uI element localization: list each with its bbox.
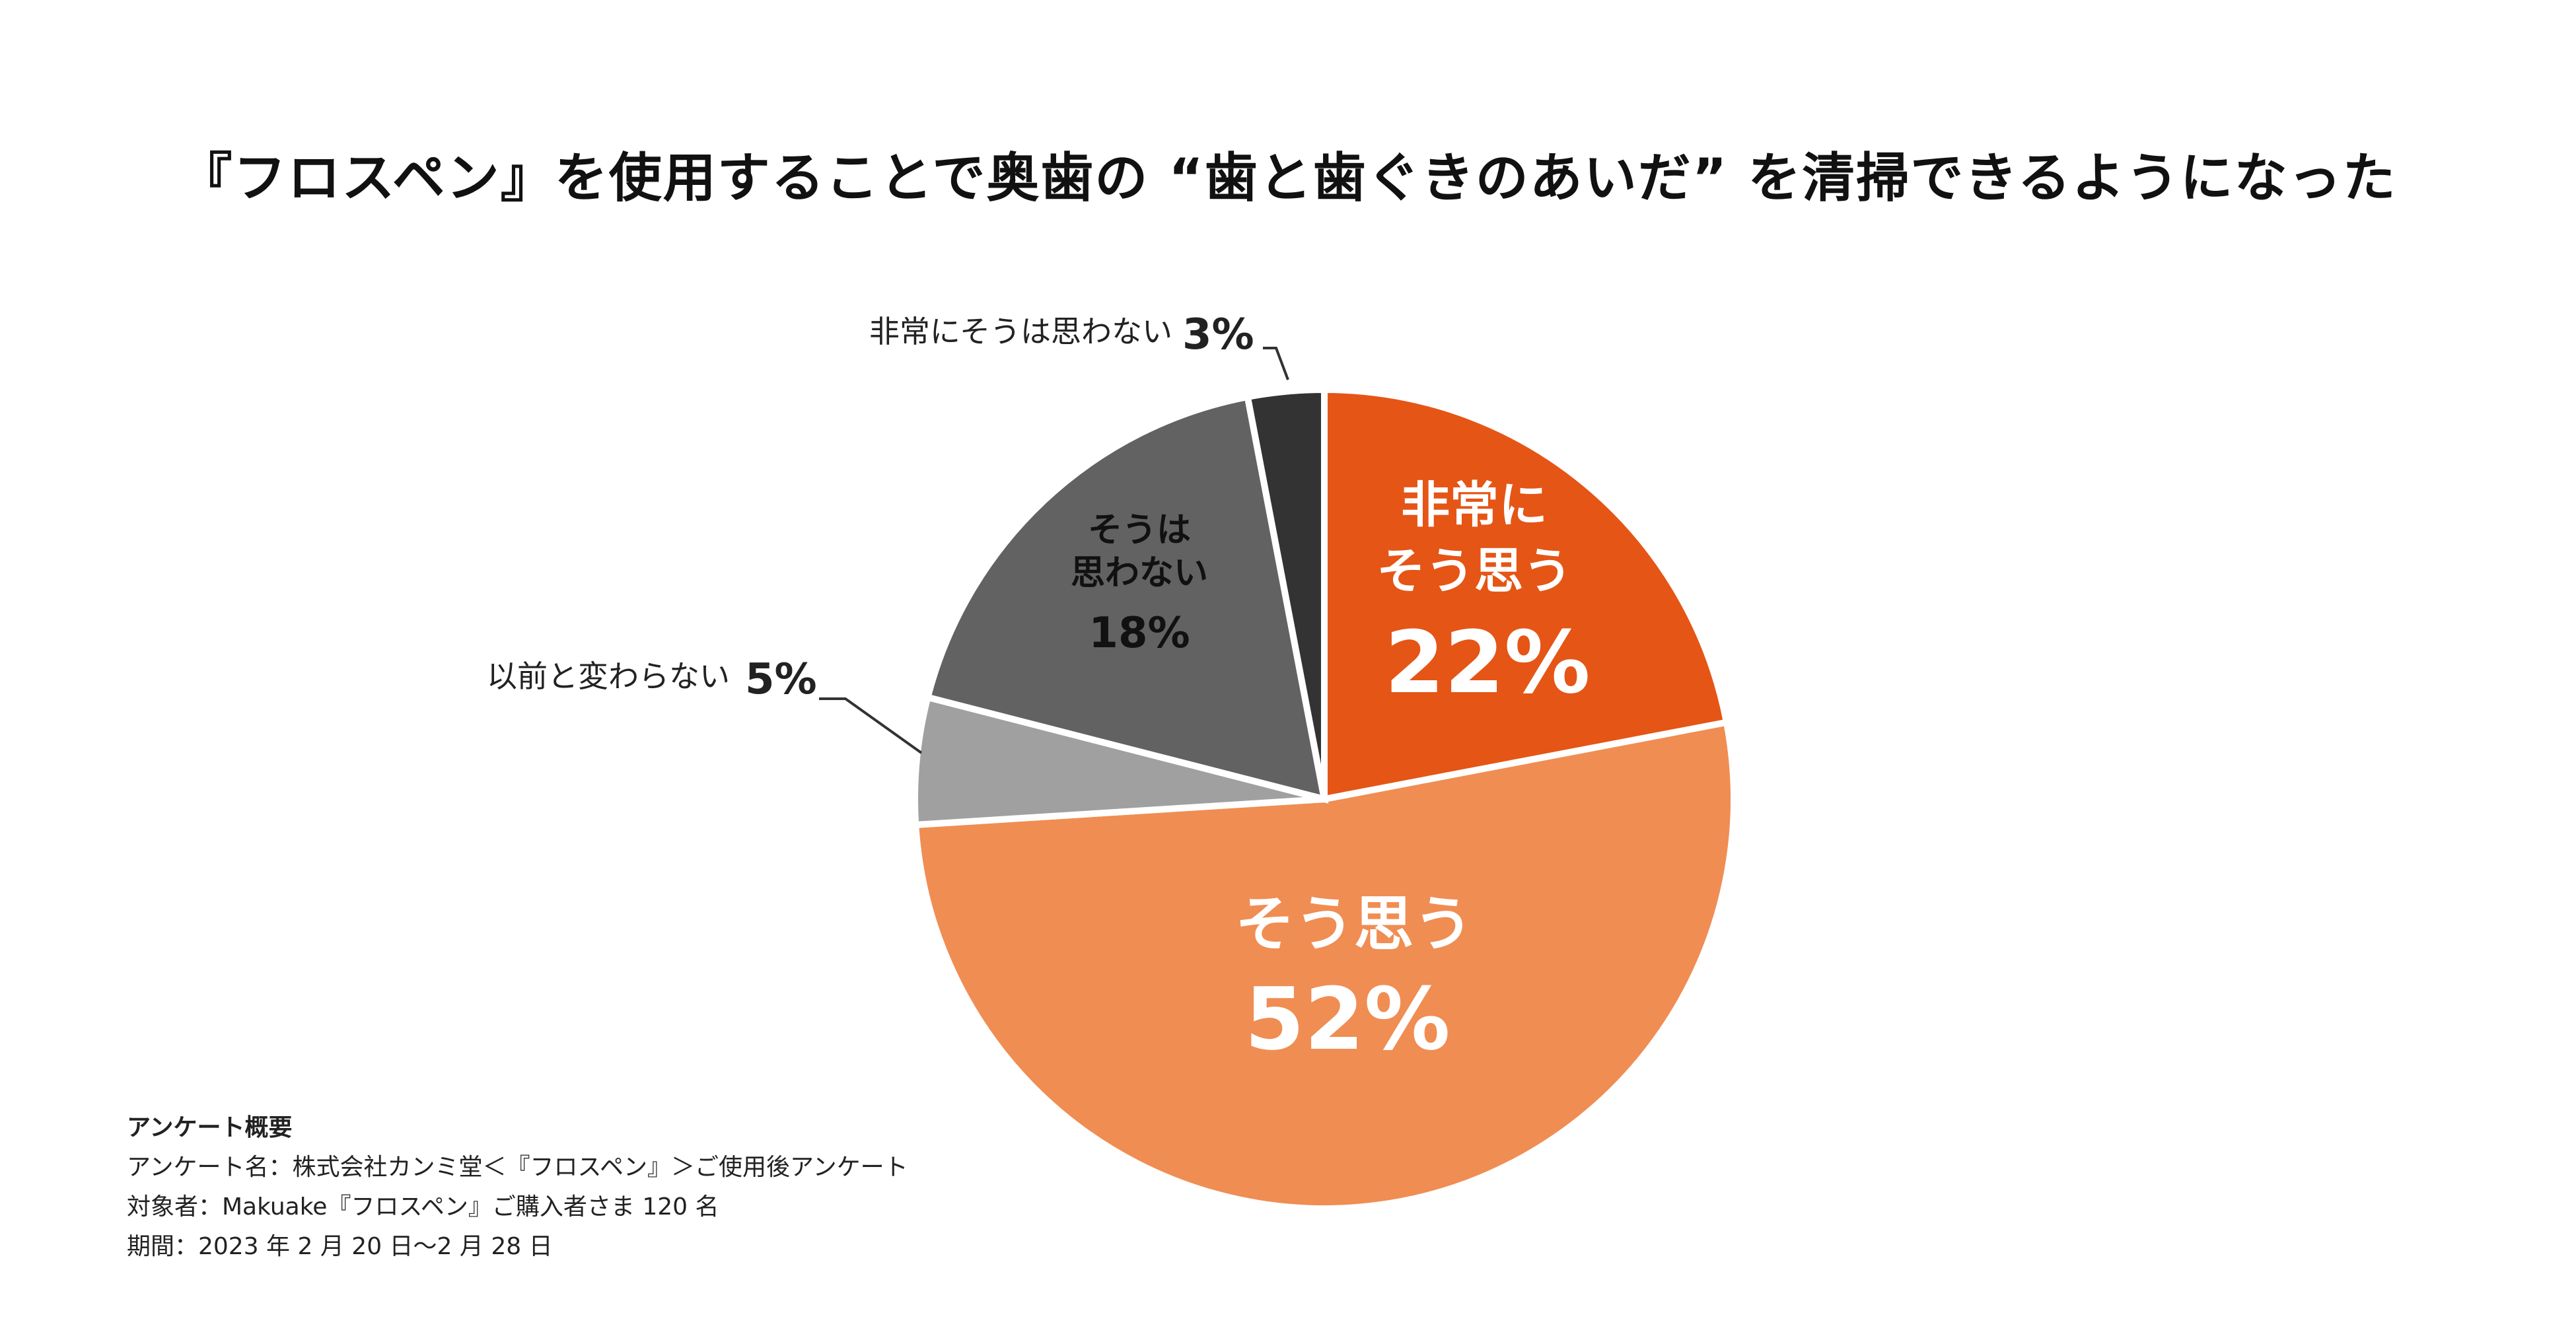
- slice-label-disagree-line-2: 思わない: [1071, 553, 1208, 593]
- pie-slice-disagree: [923, 393, 1329, 804]
- slice-percent-agree: 52%: [1244, 969, 1450, 1069]
- slice-label-disagree-line-1: そうは: [1088, 511, 1191, 550]
- slice-percent-strongly-agree: 22%: [1384, 612, 1590, 713]
- slice-percent-disagree: 18%: [1089, 609, 1190, 658]
- slice-label-agree: そう思う: [1235, 890, 1473, 959]
- leader-line-no-change: [819, 697, 923, 754]
- pie-slice-agree: [912, 718, 1737, 1212]
- survey-target: 対象者：Makuake『フロスペン』ご購入者さま 120 名: [127, 1193, 719, 1220]
- chart-title: 『フロスペン』を使用することで奥歯の “歯と歯ぐきのあいだ” を清掃できるように…: [179, 147, 2397, 209]
- slice-percent-no-change: 5%: [745, 655, 817, 704]
- survey-period: 期間：2023 年 2 月 20 日～2 月 28 日: [127, 1233, 553, 1260]
- survey-heading: アンケート概要: [127, 1114, 293, 1141]
- pie-slice-strongly-disagree: [1243, 386, 1328, 800]
- slice-percent-strongly-disagree: 3%: [1182, 310, 1254, 359]
- survey-notes: アンケート概要 アンケート名：株式会社カンミ堂＜『フロスペン』＞ご使用後アンケー…: [127, 1108, 908, 1267]
- slice-label-strongly-agree-line-2: そう思う: [1377, 543, 1572, 600]
- pie-slices: [911, 386, 1737, 1212]
- leader-line-strongly-disagree: [1263, 347, 1289, 380]
- slice-label-no-change: 以前と変わらない: [487, 658, 730, 694]
- pie-slice-no-change: [911, 693, 1326, 829]
- survey-name: アンケート名：株式会社カンミ堂＜『フロスペン』＞ご使用後アンケート: [127, 1154, 908, 1181]
- slice-label-strongly-agree-line-1: 非常に: [1401, 477, 1548, 534]
- pie-slice-strongly-agree: [1321, 386, 1731, 804]
- slice-label-strongly-disagree: 非常にそうは思わない: [869, 314, 1172, 349]
